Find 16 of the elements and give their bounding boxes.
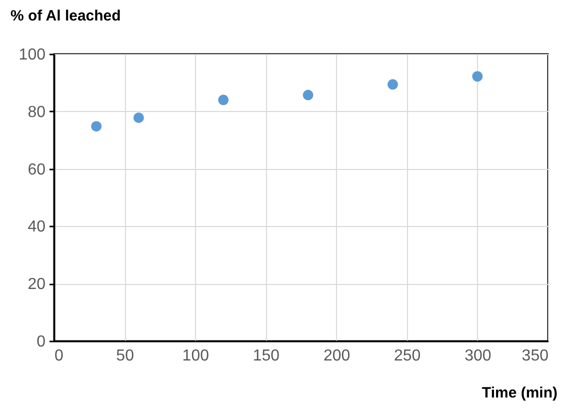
x-tick-label: 50 bbox=[116, 348, 134, 364]
x-tick-label: 350 bbox=[522, 348, 549, 364]
y-tick-label: 100 bbox=[18, 46, 46, 64]
y-tick-label: 80 bbox=[28, 104, 46, 121]
x-tick-label: 150 bbox=[252, 348, 280, 364]
y-tick-label: 20 bbox=[28, 276, 46, 294]
x-tick-label: 300 bbox=[464, 348, 492, 364]
y-tick-label: 0 bbox=[36, 334, 46, 350]
y-axis-title: % of Al leached bbox=[10, 8, 121, 24]
x-tick-label: 250 bbox=[394, 348, 421, 364]
y-tick-label: 60 bbox=[28, 161, 46, 178]
y-tick-label: 40 bbox=[28, 218, 46, 236]
x-tick-label: 100 bbox=[182, 348, 210, 364]
x-axis-title: Time (min) bbox=[482, 384, 558, 402]
x-tick-label: 200 bbox=[323, 348, 350, 364]
x-tick-label: 0 bbox=[54, 348, 64, 364]
